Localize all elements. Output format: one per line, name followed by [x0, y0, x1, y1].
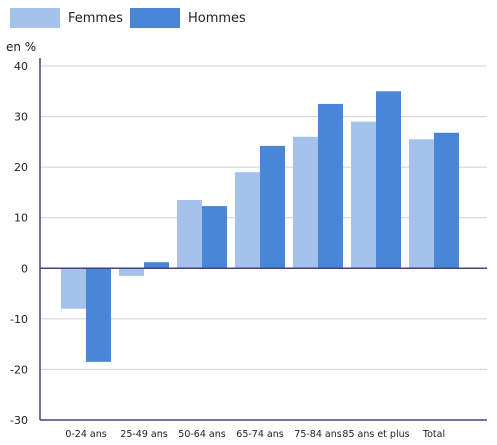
bar-hommes: [144, 262, 169, 269]
legend-swatch-femmes: [10, 8, 60, 28]
bar-femmes: [61, 268, 86, 309]
legend-label-hommes: Hommes: [188, 10, 246, 26]
x-category-label: 25-49 ans: [120, 429, 167, 440]
y-tick-label: 20: [14, 161, 28, 174]
chart-legend: Femmes Hommes: [0, 0, 497, 36]
bar-femmes: [351, 121, 376, 269]
bar-femmes: [177, 200, 202, 269]
y-tick-label: 10: [14, 212, 28, 225]
y-tick-label: -10: [10, 313, 28, 326]
x-category-label: Total: [422, 429, 445, 440]
bars-group: [61, 91, 459, 362]
bar-hommes: [318, 103, 343, 269]
legend-item-hommes[interactable]: Hommes: [130, 8, 246, 28]
x-category-label: 50-64 ans: [178, 429, 225, 440]
y-tick-label: 40: [14, 60, 28, 73]
y-tick-labels: -30 -20 -10 0 10 20 30 40: [10, 60, 28, 427]
y-axis-unit-label: en %: [6, 40, 37, 54]
legend-item-femmes[interactable]: Femmes: [10, 8, 123, 28]
bar-femmes: [119, 268, 144, 276]
bar-femmes: [409, 139, 434, 269]
x-category-label: 65-74 ans: [236, 429, 283, 440]
bar-hommes: [260, 145, 285, 269]
bar-femmes: [293, 136, 318, 269]
y-tick-label: -30: [10, 414, 28, 427]
legend-swatch-hommes: [130, 8, 180, 28]
bar-femmes: [235, 172, 260, 269]
axes-group: [39, 58, 487, 421]
y-tick-label: 0: [21, 262, 28, 275]
x-category-label: 0-24 ans: [65, 429, 106, 440]
y-tick-label: 30: [14, 111, 28, 124]
x-category-labels: 0-24 ans 25-49 ans 50-64 ans 65-74 ans 75-84…: [65, 429, 445, 440]
x-category-label: 75-84 ans: [294, 429, 341, 440]
legend-label-femmes: Femmes: [68, 10, 123, 26]
bar-hommes: [376, 91, 401, 269]
bar-hommes: [86, 268, 111, 362]
y-tick-label: -20: [10, 363, 28, 376]
bar-hommes: [434, 132, 459, 269]
bar-hommes: [202, 206, 227, 269]
x-category-label: 85 ans et plus: [342, 429, 409, 440]
